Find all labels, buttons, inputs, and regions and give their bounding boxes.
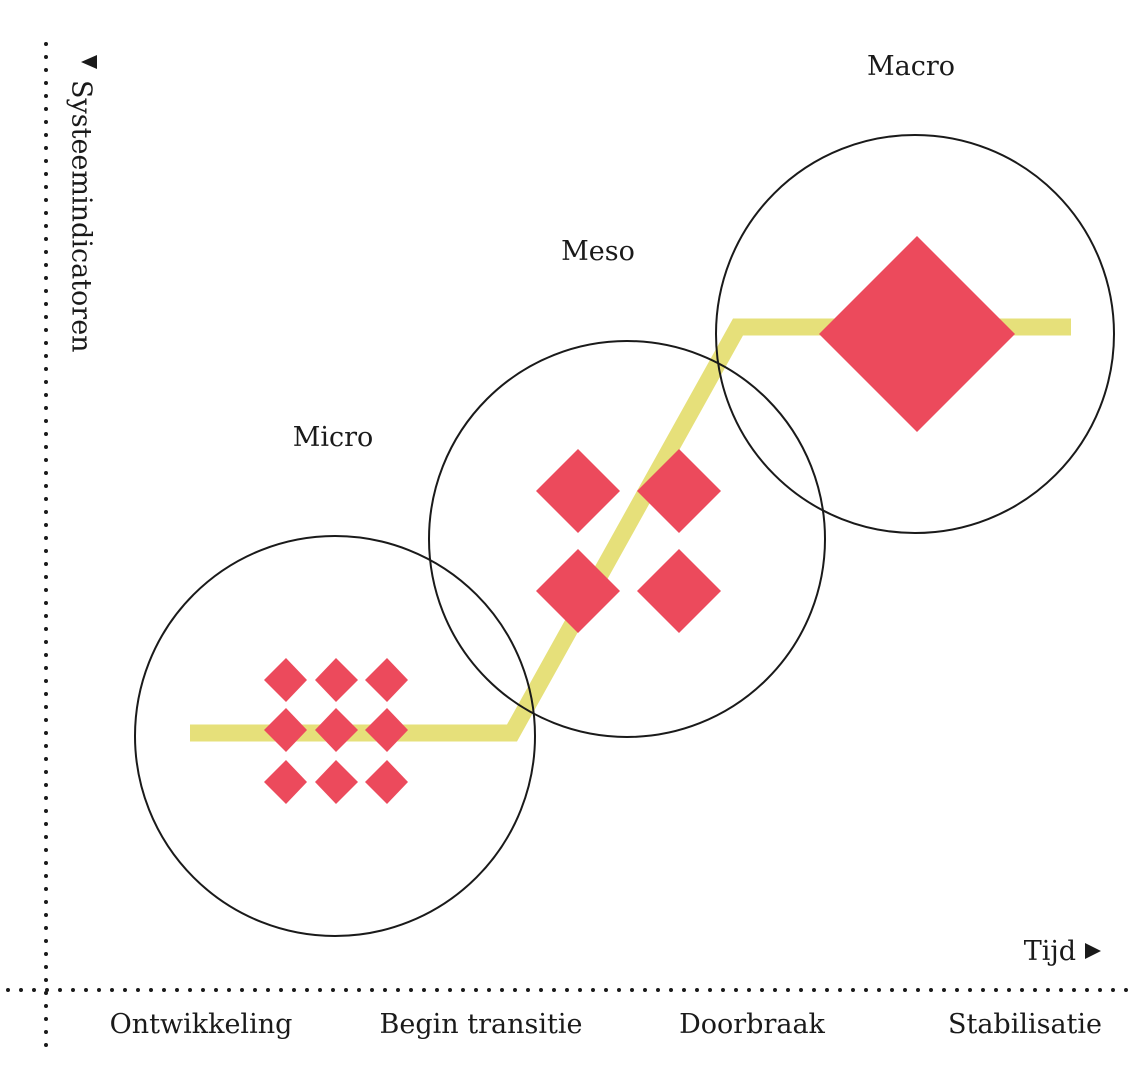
- meso-diamond: [637, 449, 721, 533]
- phase-label-breakthrough: Doorbraak: [679, 1009, 825, 1040]
- micro-circle: [134, 535, 536, 937]
- y-axis-label-group: Systeemindicatoren: [66, 55, 97, 353]
- micro-diamond: [315, 760, 358, 804]
- micro-diamond: [264, 760, 307, 804]
- meso-circle: [428, 340, 826, 738]
- micro-diamonds: [264, 658, 408, 804]
- meso-label: Meso: [561, 236, 635, 267]
- meso-diamond: [536, 549, 620, 633]
- micro-diamond: [365, 708, 408, 752]
- phase-label-begin-transition: Begin transitie: [380, 1009, 583, 1040]
- micro-diamond: [315, 658, 358, 702]
- x-axis-label: Tijd: [1024, 936, 1076, 967]
- phase-label-stabilization: Stabilisatie: [948, 1009, 1102, 1040]
- micro-diamond: [365, 658, 408, 702]
- meso-diamonds: [536, 449, 721, 633]
- x-axis-arrow-icon: [1085, 943, 1101, 959]
- meso-diamond: [637, 549, 721, 633]
- micro-diamond: [264, 658, 307, 702]
- meso-diamond: [536, 449, 620, 533]
- micro-label: Micro: [293, 422, 374, 453]
- macro-label: Macro: [867, 51, 955, 82]
- macro-diamond: [819, 236, 1015, 432]
- y-axis-arrow-icon: [81, 55, 97, 69]
- x-axis-label-group: Tijd: [1024, 936, 1101, 967]
- macro-circle: [715, 134, 1115, 534]
- phase-label-development: Ontwikkeling: [110, 1009, 293, 1040]
- micro-diamond: [365, 760, 408, 804]
- y-axis-label: Systeemindicatoren: [66, 80, 97, 353]
- micro-diamond: [315, 708, 358, 752]
- micro-diamond: [264, 708, 307, 752]
